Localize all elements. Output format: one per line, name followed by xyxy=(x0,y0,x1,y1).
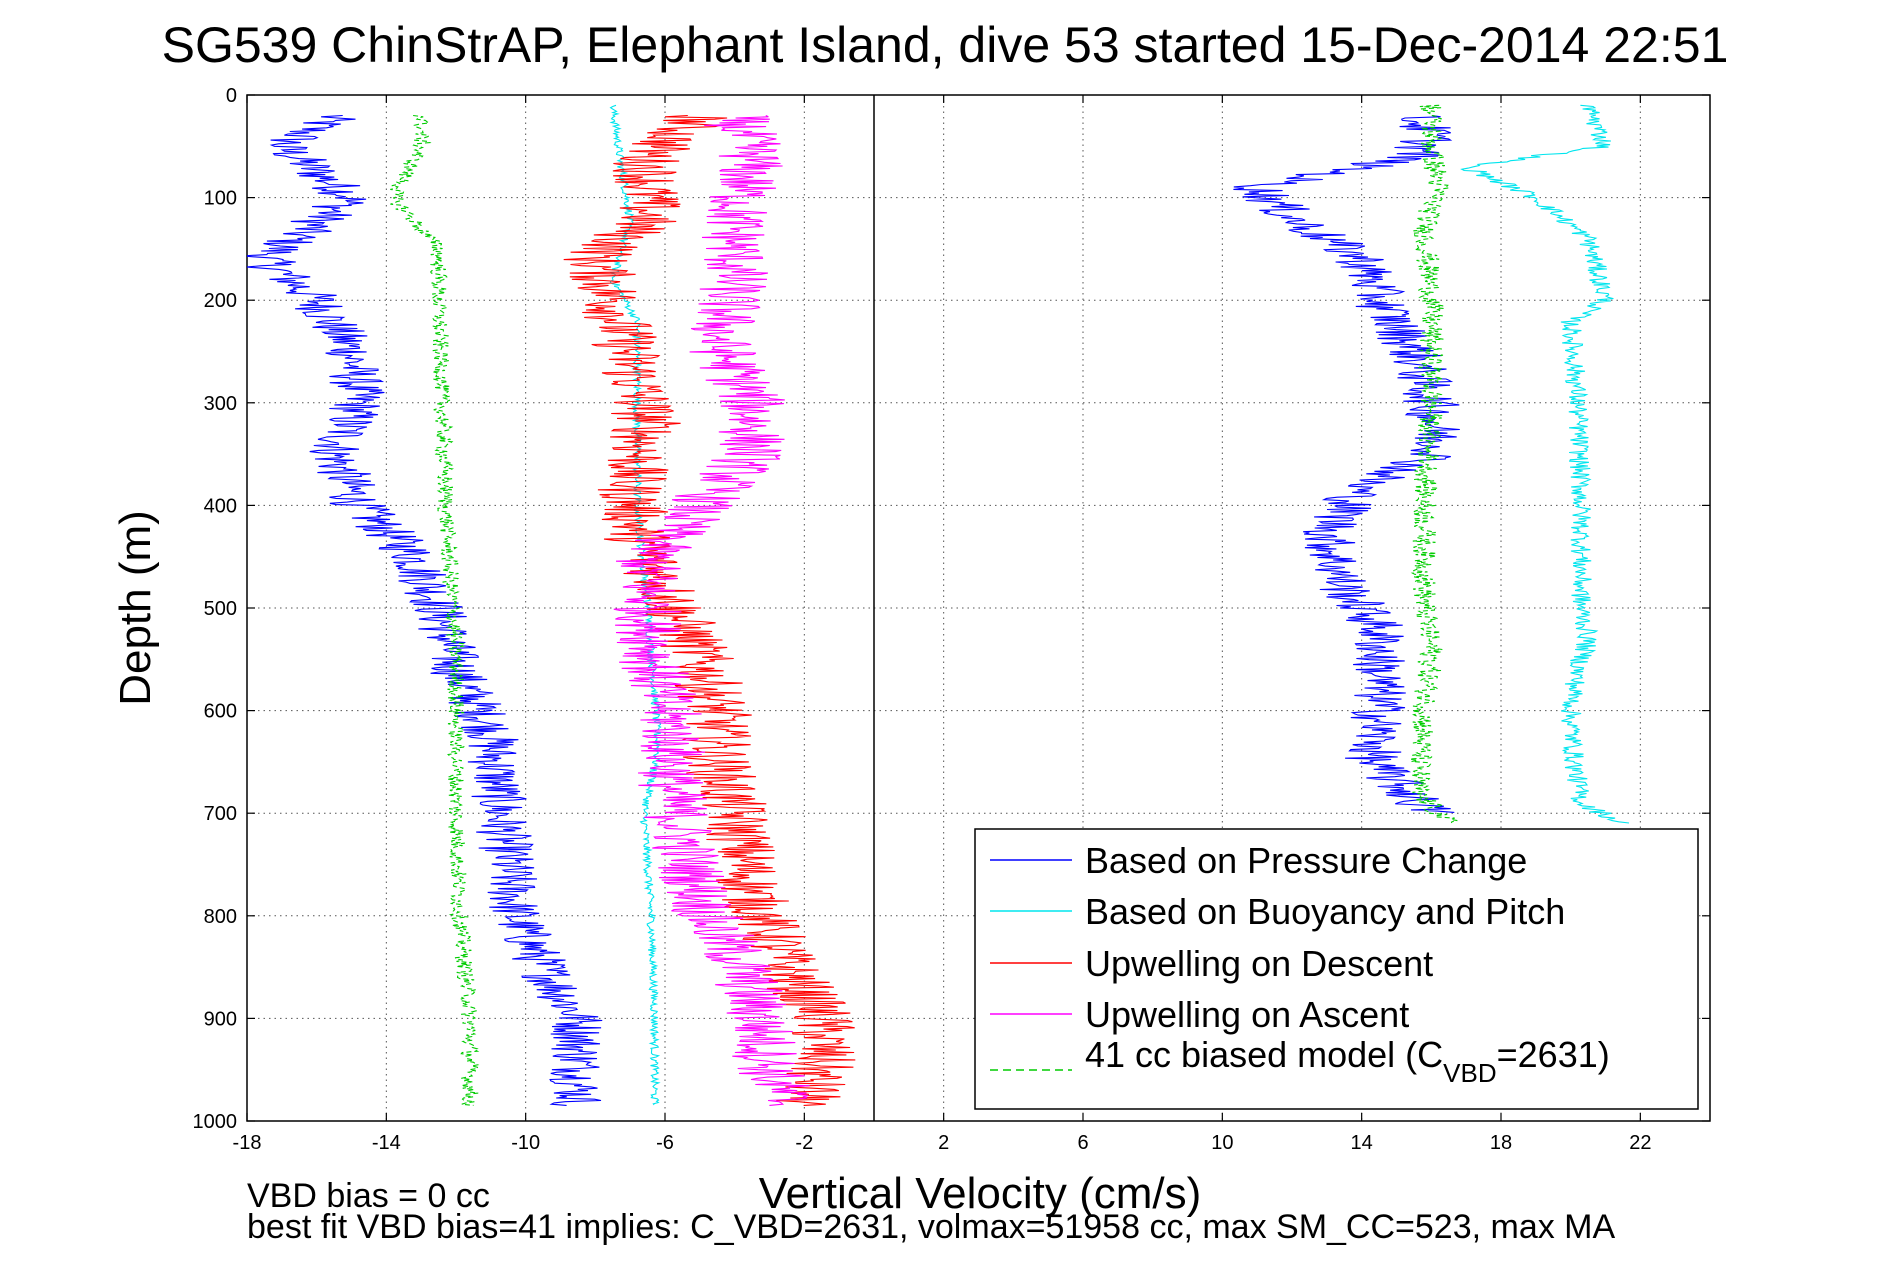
series-line-3 xyxy=(613,115,810,1106)
series-line-0 xyxy=(247,114,603,1106)
legend-label-model: 41 cc biased model (CVBD=2631) xyxy=(1085,1034,1610,1088)
y-tick-label: 700 xyxy=(204,803,237,825)
legend-box xyxy=(974,828,1699,1110)
x-tick-label: 22 xyxy=(1629,1132,1651,1154)
y-axis-label: Depth (m) xyxy=(111,510,160,706)
y-tick-label: 1000 xyxy=(193,1111,238,1133)
series-line-7 xyxy=(1409,104,1458,824)
legend-label-descent: Upwelling on Descent xyxy=(1085,943,1433,984)
series-line-5 xyxy=(1233,114,1460,813)
y-tick-label: 800 xyxy=(204,906,237,928)
legend-label-pressure: Based on Pressure Change xyxy=(1085,840,1527,881)
x-tick-label: 14 xyxy=(1351,1132,1373,1154)
series-group xyxy=(247,104,1630,1106)
y-tick-label: 300 xyxy=(204,393,237,415)
y-tick-label: 200 xyxy=(204,290,237,312)
x-tick-label: -18 xyxy=(233,1132,262,1154)
note-best-fit: best fit VBD bias=41 implies: C_VBD=2631… xyxy=(247,1208,1616,1246)
axis-ticks: -18 -14 -10 -6 -2 2 6 10 14 18 22 0 100 200 300 400 500 6… xyxy=(193,85,1710,1154)
x-tick-label: 6 xyxy=(1077,1132,1088,1154)
x-tick-label: 2 xyxy=(938,1132,949,1154)
y-tick-label: 100 xyxy=(204,188,237,210)
y-tick-label: 900 xyxy=(204,1008,237,1030)
x-tick-label: 10 xyxy=(1211,1132,1233,1154)
x-tick-label: -2 xyxy=(795,1132,813,1154)
x-tick-label: -14 xyxy=(372,1132,401,1154)
note-vbd-bias: VBD bias = 0 cc xyxy=(247,1177,490,1215)
series-line-4 xyxy=(390,114,480,1106)
y-tick-label: 0 xyxy=(226,85,237,107)
y-tick-label: 400 xyxy=(204,495,237,517)
x-tick-label: -10 xyxy=(511,1132,540,1154)
legend-label-buoyancy: Based on Buoyancy and Pitch xyxy=(1085,891,1565,932)
legend-label-ascent: Upwelling on Ascent xyxy=(1085,994,1409,1035)
series-line-6 xyxy=(1460,104,1630,824)
x-tick-label: 18 xyxy=(1490,1132,1512,1154)
legend: Based on Pressure Change Based on Buoyan… xyxy=(974,828,1699,1110)
y-tick-label: 500 xyxy=(204,598,237,620)
chart-title: SG539 ChinStrAP, Elephant Island, dive 5… xyxy=(162,17,1729,73)
y-tick-label: 600 xyxy=(204,701,237,723)
series-line-2 xyxy=(563,114,856,1106)
x-axis-label: Vertical Velocity (cm/s) xyxy=(759,1169,1202,1218)
x-tick-label: -6 xyxy=(656,1132,674,1154)
